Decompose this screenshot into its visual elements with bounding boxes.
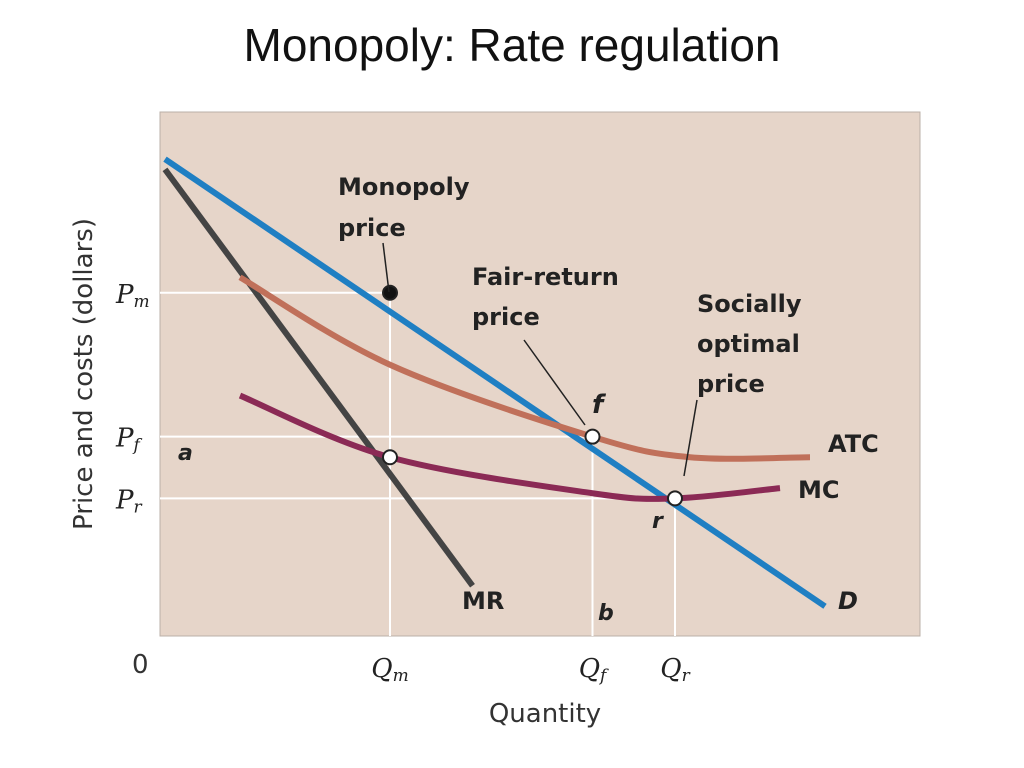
- point-label-f: f: [592, 390, 607, 420]
- slide-title: Monopoly: Rate regulation: [243, 19, 781, 71]
- point-marker-1: [584, 428, 601, 445]
- x-tick-label-f: Qf: [579, 654, 609, 686]
- annotation-social-line2: optimal: [697, 330, 800, 358]
- region-label-b: b: [598, 601, 614, 626]
- y-tick-label-m: Pm: [115, 280, 150, 312]
- annotation-leader-monopoly: [382, 242, 390, 293]
- origin-label: 0: [132, 650, 149, 680]
- series-label-d: D: [838, 587, 858, 615]
- series-label-atc: ATC: [828, 430, 879, 458]
- annotation-social-line3: price: [697, 370, 765, 398]
- annotation-monopoly-line2: price: [338, 214, 406, 242]
- series-line-mc: [238, 392, 781, 502]
- series-label-mr: MR: [462, 587, 504, 615]
- point-label-r: r: [652, 509, 664, 534]
- annotation-fair-line2: price: [472, 303, 540, 331]
- y-axis-title: Price and costs (dollars): [69, 218, 99, 530]
- point-marker-3: [382, 449, 398, 466]
- region-label-a: a: [178, 441, 193, 466]
- annotation-fair-line1: Fair-return: [472, 263, 619, 291]
- annotation-leader-social: [683, 399, 698, 477]
- y-tick-label-f: Pf: [115, 424, 143, 456]
- plot-area: [159, 111, 921, 637]
- y-tick-label-r: Pr: [115, 485, 143, 517]
- x-axis-title: Quantity: [489, 699, 601, 729]
- series-line-atc: [238, 274, 811, 462]
- annotation-social-line1: Socially: [697, 290, 802, 318]
- x-tick-label-m: Qm: [371, 654, 408, 686]
- x-tick-label-r: Qr: [660, 654, 690, 686]
- point-marker-0: [382, 284, 398, 301]
- annotation-leader-fair: [523, 339, 586, 426]
- series-label-mc: MC: [798, 476, 840, 504]
- annotation-monopoly-line1: Monopoly: [338, 173, 470, 201]
- series-line-mr: [162, 167, 475, 588]
- series-line-d: [163, 156, 827, 609]
- point-marker-2: [667, 490, 683, 507]
